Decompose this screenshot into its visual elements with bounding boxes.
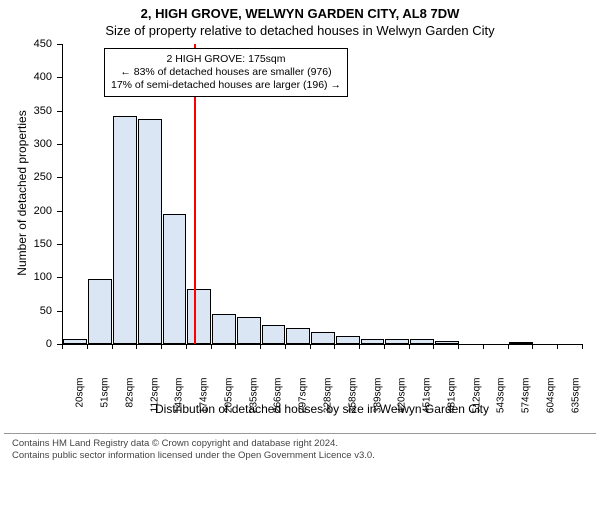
y-tick-mark xyxy=(57,77,62,78)
x-tick-label: 205sqm xyxy=(223,378,234,422)
y-tick-label: 50 xyxy=(0,305,52,317)
histogram-bar xyxy=(212,314,236,344)
y-tick-label: 450 xyxy=(0,38,52,50)
y-tick-label: 100 xyxy=(0,271,52,283)
x-tick-mark xyxy=(87,344,88,349)
histogram-bar xyxy=(286,328,310,344)
y-tick-mark xyxy=(57,244,62,245)
x-tick-mark xyxy=(557,344,558,349)
page-title-address: 2, HIGH GROVE, WELWYN GARDEN CITY, AL8 7… xyxy=(0,6,600,21)
x-tick-mark xyxy=(112,344,113,349)
x-tick-label: 51sqm xyxy=(100,378,111,422)
y-tick-mark xyxy=(57,44,62,45)
x-tick-label: 82sqm xyxy=(124,378,135,422)
x-tick-label: 604sqm xyxy=(545,378,556,422)
histogram-bar xyxy=(336,336,360,344)
y-tick-label: 200 xyxy=(0,205,52,217)
x-tick-mark xyxy=(409,344,410,349)
x-tick-mark xyxy=(211,344,212,349)
footer-line1: Contains HM Land Registry data © Crown c… xyxy=(12,438,588,450)
chart-container: Number of detached properties Distributi… xyxy=(0,38,600,433)
x-tick-label: 481sqm xyxy=(446,378,457,422)
x-tick-mark xyxy=(161,344,162,349)
y-tick-mark xyxy=(57,277,62,278)
x-tick-label: 451sqm xyxy=(422,378,433,422)
histogram-bar xyxy=(113,116,137,344)
annotation-line2: ← 83% of detached houses are smaller (97… xyxy=(111,66,341,79)
x-tick-mark xyxy=(285,344,286,349)
x-tick-mark xyxy=(483,344,484,349)
y-tick-mark xyxy=(57,177,62,178)
y-tick-mark xyxy=(57,211,62,212)
histogram-bar xyxy=(311,332,335,344)
y-tick-mark xyxy=(57,311,62,312)
x-tick-mark xyxy=(359,344,360,349)
x-tick-mark xyxy=(508,344,509,349)
footer-line2: Contains public sector information licen… xyxy=(12,450,588,462)
x-tick-label: 20sqm xyxy=(75,378,86,422)
histogram-bar xyxy=(262,325,286,344)
x-tick-mark xyxy=(186,344,187,349)
x-tick-label: 512sqm xyxy=(471,378,482,422)
x-tick-mark xyxy=(310,344,311,349)
y-tick-mark xyxy=(57,111,62,112)
x-tick-label: 574sqm xyxy=(521,378,532,422)
x-tick-label: 143sqm xyxy=(174,378,185,422)
x-tick-mark xyxy=(532,344,533,349)
x-tick-mark xyxy=(260,344,261,349)
y-tick-label: 300 xyxy=(0,138,52,150)
annotation-line3: 17% of semi-detached houses are larger (… xyxy=(111,79,341,92)
x-tick-mark xyxy=(62,344,63,349)
page-subtitle: Size of property relative to detached ho… xyxy=(0,23,600,38)
y-tick-label: 250 xyxy=(0,171,52,183)
annotation-line1: 2 HIGH GROVE: 175sqm xyxy=(111,53,341,66)
y-tick-mark xyxy=(57,144,62,145)
x-tick-mark xyxy=(433,344,434,349)
y-axis-label: Number of detached properties xyxy=(15,93,29,293)
histogram-bar xyxy=(187,289,211,344)
x-tick-mark xyxy=(235,344,236,349)
histogram-bar xyxy=(410,339,434,344)
annotation-box: 2 HIGH GROVE: 175sqm ← 83% of detached h… xyxy=(104,48,348,97)
histogram-bar xyxy=(361,339,385,344)
x-tick-label: 635sqm xyxy=(570,378,581,422)
x-tick-mark xyxy=(458,344,459,349)
histogram-bar xyxy=(63,339,87,344)
y-tick-label: 0 xyxy=(0,338,52,350)
histogram-bar xyxy=(163,214,187,344)
histogram-bar xyxy=(435,341,459,344)
footer-attribution: Contains HM Land Registry data © Crown c… xyxy=(4,433,596,463)
x-tick-label: 420sqm xyxy=(397,378,408,422)
x-tick-label: 328sqm xyxy=(323,378,334,422)
x-tick-label: 112sqm xyxy=(149,378,160,422)
histogram-bar xyxy=(237,317,261,344)
x-tick-label: 358sqm xyxy=(347,378,358,422)
y-tick-label: 350 xyxy=(0,105,52,117)
x-tick-mark xyxy=(384,344,385,349)
histogram-bar xyxy=(88,279,112,344)
x-tick-label: 297sqm xyxy=(298,378,309,422)
x-tick-label: 389sqm xyxy=(372,378,383,422)
histogram-bar xyxy=(509,342,533,344)
x-tick-label: 543sqm xyxy=(496,378,507,422)
histogram-bar xyxy=(138,119,162,344)
x-tick-label: 174sqm xyxy=(199,378,210,422)
x-tick-label: 235sqm xyxy=(248,378,259,422)
x-tick-mark xyxy=(334,344,335,349)
y-tick-label: 400 xyxy=(0,71,52,83)
x-tick-mark xyxy=(582,344,583,349)
y-tick-label: 150 xyxy=(0,238,52,250)
x-tick-mark xyxy=(136,344,137,349)
histogram-bar xyxy=(385,339,409,344)
x-tick-label: 266sqm xyxy=(273,378,284,422)
